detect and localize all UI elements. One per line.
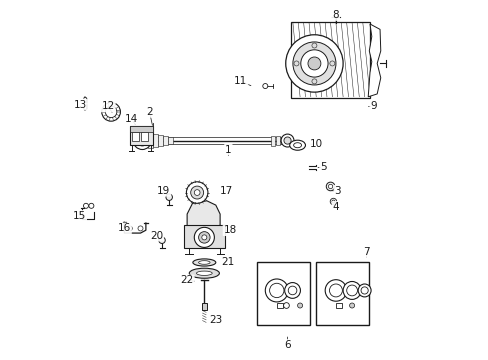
Circle shape [325,280,346,301]
Text: 1: 1 [224,144,231,154]
Circle shape [311,79,316,84]
Bar [271,135,275,145]
Ellipse shape [198,261,210,264]
Circle shape [307,57,320,70]
Ellipse shape [196,271,212,275]
Circle shape [159,237,165,243]
Circle shape [328,184,332,189]
Bar [168,137,172,144]
Circle shape [325,182,334,191]
Circle shape [265,279,287,302]
Circle shape [127,226,132,231]
Circle shape [202,235,206,240]
Circle shape [283,303,289,309]
Circle shape [190,186,203,199]
Bar [335,303,342,308]
Text: 9: 9 [369,102,376,112]
Polygon shape [367,24,380,97]
Ellipse shape [293,143,301,148]
Bar [316,262,368,325]
Circle shape [281,134,293,147]
Circle shape [349,303,354,308]
Circle shape [300,50,327,77]
Circle shape [329,61,334,66]
Text: 16: 16 [118,224,131,233]
Text: 10: 10 [309,139,322,149]
Text: 2: 2 [146,107,152,117]
Circle shape [133,132,151,149]
Circle shape [186,182,207,203]
Text: 20: 20 [150,231,163,240]
Bar [148,133,152,148]
Text: 7: 7 [363,247,369,257]
Circle shape [293,61,298,66]
Circle shape [292,42,335,85]
Bar [257,262,309,325]
Bar [290,22,369,98]
Text: 18: 18 [223,225,236,235]
Circle shape [194,227,214,247]
Circle shape [137,135,147,146]
Circle shape [284,137,290,144]
Circle shape [346,285,357,296]
Bar [129,126,153,145]
Text: 14: 14 [124,114,138,124]
Bar [276,136,280,145]
Text: 4: 4 [332,202,339,212]
Circle shape [198,231,210,243]
Bar [163,136,167,145]
Text: 13: 13 [74,100,87,110]
Bar [276,303,283,308]
Text: 6: 6 [284,340,290,350]
Circle shape [102,103,120,121]
Circle shape [287,286,296,295]
Circle shape [331,200,334,203]
Circle shape [105,106,117,118]
Text: 17: 17 [220,186,233,196]
Text: 21: 21 [221,257,235,267]
Circle shape [165,194,172,201]
Ellipse shape [289,140,305,150]
Circle shape [269,283,284,298]
Circle shape [329,198,336,205]
Text: 8: 8 [332,10,339,20]
Circle shape [194,190,200,195]
Text: 5: 5 [320,162,326,172]
Circle shape [83,203,88,208]
Bar [153,134,158,147]
Polygon shape [187,201,220,230]
Text: 11: 11 [234,76,247,86]
Circle shape [285,35,343,92]
Bar [280,137,284,144]
Circle shape [284,283,300,298]
Circle shape [329,284,342,297]
Circle shape [138,226,142,231]
Bar [158,135,163,146]
Text: 22: 22 [180,275,193,285]
Bar [131,132,139,140]
Bar [140,132,147,140]
Bar [129,126,153,132]
Text: 12: 12 [102,102,115,112]
Circle shape [357,284,370,297]
Text: 3: 3 [334,186,340,196]
Circle shape [343,282,360,300]
Text: 15: 15 [73,211,86,221]
Circle shape [311,43,316,48]
Ellipse shape [192,259,215,266]
Circle shape [360,287,367,294]
Text: 19: 19 [157,186,170,196]
Text: 23: 23 [209,315,222,325]
Bar [202,303,206,310]
Circle shape [89,203,94,208]
Ellipse shape [189,268,219,278]
Bar [183,225,224,248]
Circle shape [297,303,302,308]
Circle shape [262,84,267,89]
